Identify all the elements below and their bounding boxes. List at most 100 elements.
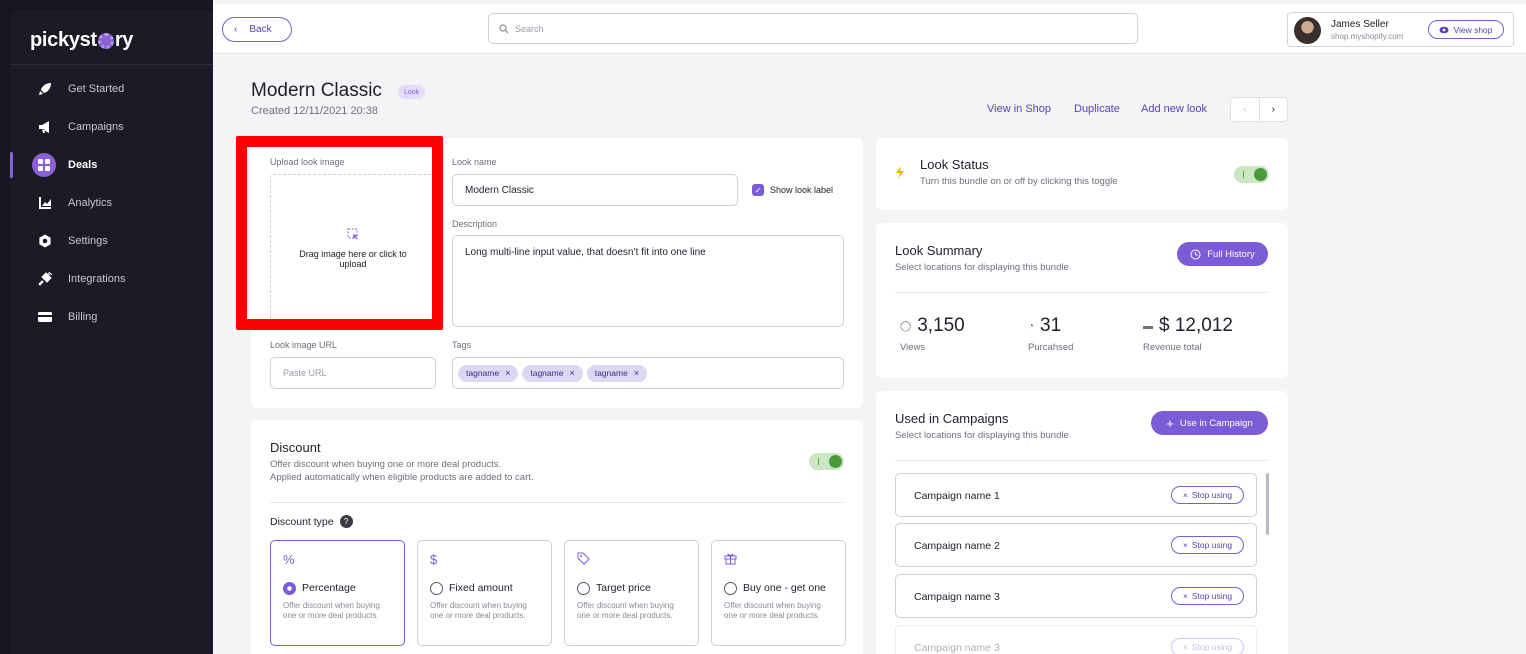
revenue-label: Revenue total — [1143, 342, 1202, 353]
image-url-input[interactable]: Paste URL — [270, 357, 436, 389]
view-shop-label: View shop — [1453, 24, 1493, 35]
user-shop: shop.myshopify.com — [1331, 32, 1404, 41]
campaign-row[interactable]: Campaign name 3 × Stop using — [895, 574, 1257, 618]
avatar[interactable] — [1294, 17, 1321, 44]
stop-using-button[interactable]: × Stop using — [1171, 638, 1244, 654]
look-pager: ‹ › — [1230, 97, 1288, 122]
image-select-icon — [347, 228, 358, 239]
tag-chip[interactable]: tagname × — [522, 364, 583, 382]
sidebar-divider — [10, 64, 213, 65]
logo-text-right: ry — [114, 29, 134, 51]
plug-icon — [36, 271, 53, 288]
look-badge: Look — [398, 85, 426, 99]
chevron-left-icon: ‹ — [234, 24, 238, 35]
divider — [895, 460, 1268, 461]
upload-label: Upload look image — [270, 157, 345, 167]
stop-using-button[interactable]: × Stop using — [1171, 587, 1244, 605]
campaigns-desc: Select locations for displaying this bun… — [895, 430, 1069, 441]
campaign-row[interactable]: Campaign name 1 × Stop using — [895, 473, 1257, 517]
add-new-look-link[interactable]: Add new look — [1141, 103, 1208, 115]
help-icon[interactable]: ? — [339, 515, 353, 528]
look-name-input[interactable]: Modern Classic — [452, 174, 738, 206]
campaign-row[interactable]: Campaign name 2 × Stop using — [895, 523, 1257, 567]
view-shop-button[interactable]: View shop — [1428, 20, 1504, 39]
description-textarea[interactable]: Long multi-line input value, that doesn’… — [452, 235, 844, 327]
discount-type-bogo[interactable]: Buy one - get one Offer discount when bu… — [711, 540, 846, 646]
close-icon: × — [1182, 591, 1188, 601]
sidebar-item-settings[interactable]: Settings — [10, 222, 213, 260]
card-icon — [36, 309, 53, 326]
tag-label: tagname — [594, 368, 628, 378]
sidebar-item-billing[interactable]: Billing — [10, 298, 213, 336]
chart-icon — [36, 195, 53, 212]
sidebar-item-deals[interactable]: Deals — [10, 146, 213, 184]
close-icon[interactable]: × — [505, 368, 511, 378]
campaign-name: Campaign name 1 — [914, 490, 1000, 502]
eye-icon — [1439, 26, 1449, 33]
tags-input[interactable]: tagname × tagname × tagname × — [452, 357, 844, 389]
stop-using-button[interactable]: × Stop using — [1171, 536, 1244, 554]
look-name-label: Look name — [452, 157, 497, 167]
full-history-button[interactable]: Full History — [1177, 242, 1268, 266]
revenue-stat: ▬ $ 12,012 — [1143, 315, 1233, 337]
campaigns-title: Used in Campaigns — [895, 411, 1009, 426]
campaign-row[interactable]: Campaign name 3 × Stop using — [895, 625, 1257, 654]
highlight-box — [236, 136, 443, 330]
scrollbar[interactable] — [1266, 473, 1269, 535]
discount-type-desc: Offer discount when buying one or more d… — [283, 601, 380, 620]
close-icon[interactable]: × — [569, 368, 575, 378]
discount-type-desc: Offer discount when buying one or more d… — [430, 601, 527, 620]
tag-chip[interactable]: tagname × — [458, 364, 519, 382]
discount-toggle[interactable] — [809, 453, 844, 470]
search-input[interactable]: Search — [488, 13, 1138, 44]
prev-look-button[interactable]: ‹ — [1231, 98, 1260, 121]
stop-using-label: Stop using — [1191, 490, 1233, 500]
user-name: James Seller — [1331, 19, 1389, 30]
created-date: Created 12/11/2021 20:38 — [251, 105, 379, 117]
sidebar-item-get-started[interactable]: Get Started — [10, 70, 213, 108]
radio-button[interactable] — [577, 582, 590, 595]
sidebar-item-integrations[interactable]: Integrations — [10, 260, 213, 298]
next-look-button[interactable]: › — [1271, 104, 1275, 115]
eye-icon: ◯ — [900, 320, 912, 332]
user-box: James Seller shop.myshopify.com View sho… — [1287, 12, 1514, 47]
divider — [270, 502, 844, 503]
look-status-toggle[interactable] — [1234, 166, 1269, 183]
radio-button[interactable] — [724, 582, 737, 595]
discount-type-percentage[interactable]: % Percentage Offer discount when buying … — [270, 540, 405, 646]
close-icon[interactable]: × — [633, 368, 640, 378]
checkmark-icon: ✓ — [752, 184, 764, 196]
stop-using-label: Stop using — [1191, 591, 1233, 601]
discount-type-text: Discount type — [270, 515, 334, 528]
close-icon: × — [1182, 642, 1188, 652]
views-label: Views — [900, 342, 926, 353]
discount-type-target-price[interactable]: Target price Offer discount when buying … — [564, 540, 699, 646]
show-label-text: Show look label — [770, 185, 834, 195]
tag-chip[interactable]: tagname × — [586, 364, 648, 382]
radio-button[interactable] — [283, 582, 296, 595]
radio-button[interactable] — [430, 582, 443, 595]
discount-desc-1: Offer discount when buying one or more d… — [270, 459, 502, 470]
divider — [895, 292, 1268, 293]
tag-label: tagname — [466, 368, 500, 378]
app-logo[interactable]: pickyst ry — [30, 29, 133, 52]
discount-type-fixed-amount[interactable]: $ Fixed amount Offer discount when buyin… — [417, 540, 552, 646]
stop-using-button[interactable]: × Stop using — [1171, 486, 1244, 504]
gear-icon — [36, 233, 53, 250]
stop-using-label: Stop using — [1191, 642, 1233, 652]
duplicate-link[interactable]: Duplicate — [1074, 103, 1120, 115]
sidebar-item-campaigns[interactable]: Campaigns — [10, 108, 213, 146]
sidebar-item-analytics[interactable]: Analytics — [10, 184, 213, 222]
back-button[interactable]: ‹ Back — [222, 17, 292, 42]
view-in-shop-link[interactable]: View in Shop — [987, 103, 1052, 115]
look-summary-card: Look Summary Select locations for displa… — [876, 223, 1288, 378]
show-label-checkbox[interactable]: ✓ Show look label — [752, 184, 833, 196]
sidebar-nav: Get Started Campaigns Deals Analytics Se… — [10, 70, 213, 336]
discount-card: Discount Offer discount when buying one … — [251, 420, 863, 654]
rocket-icon — [36, 81, 53, 98]
sidebar-item-label: Analytics — [68, 197, 113, 209]
campaign-name: Campaign name 3 — [914, 591, 1000, 603]
use-in-campaign-button[interactable]: + Use in Campaign — [1151, 411, 1268, 435]
look-status-title: Look Status — [920, 157, 989, 172]
revenue-value: $ 12,012 — [1159, 315, 1233, 336]
